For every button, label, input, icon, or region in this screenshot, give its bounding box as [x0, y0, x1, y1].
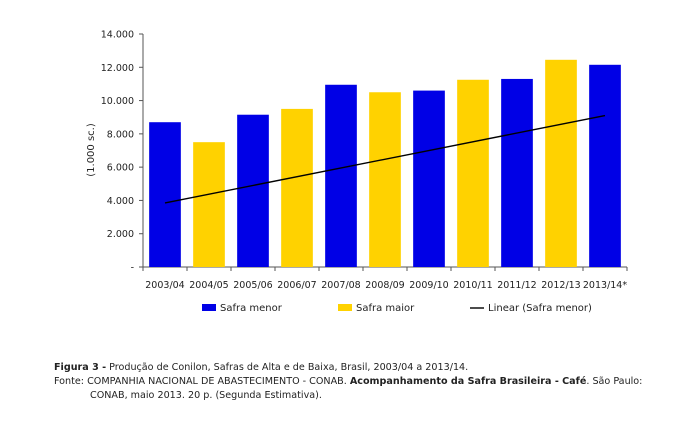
x-tick-label: 2007/08: [321, 280, 360, 291]
bars: [149, 59, 621, 268]
caption-figure-text: Produção de Conilon, Safras de Alta e de…: [106, 362, 469, 373]
x-tick-label: 2008/09: [365, 280, 404, 291]
caption-source-title: Acompanhamento da Safra Brasileira - Caf…: [349, 376, 587, 387]
caption-figure-label: Figura 3 -: [54, 362, 107, 373]
x-tick-label: 2013/14*: [583, 280, 627, 291]
trendline-group: [164, 114, 606, 204]
y-tick-label: 6.000: [107, 163, 134, 174]
chart: -2.0004.0006.0008.00010.00012.00014.000 …: [86, 30, 628, 314]
bar-safra-maior: [281, 108, 313, 268]
bar-safra-menor: [325, 84, 357, 267]
y-tick-label: 4.000: [107, 196, 134, 207]
x-axis: 2003/04 2004/05 2005/06 2006/07 2007/08 2008/…: [142, 266, 628, 291]
caption-title-line: Figura 3 - Produção de Conilon, Safras d…: [54, 361, 684, 375]
x-tick-label: 2011/12: [497, 280, 536, 291]
y-tick-label: 12.000: [101, 63, 134, 74]
bar-safra-maior: [193, 142, 225, 267]
y-tick-label: -: [131, 263, 134, 274]
bar-safra-menor: [237, 114, 269, 267]
caption-source-prefix: Fonte: COMPANHIA NACIONAL DE ABASTECIMEN…: [54, 376, 350, 387]
bar-safra-maior: [457, 79, 489, 268]
caption-source-line-2: CONAB, maio 2013. 20 p. (Segunda Estimat…: [90, 390, 322, 401]
y-tick-label: 14.000: [101, 30, 134, 41]
legend-label-safra-maior: Safra maior: [356, 303, 415, 314]
bar-safra-maior: [369, 92, 401, 267]
bar-safra-menor: [501, 78, 533, 267]
caption-source-suffix: . São Paulo:: [586, 376, 643, 387]
legend-swatch-safra-maior: [338, 304, 352, 311]
bar-safra-menor: [149, 122, 181, 267]
trendline: [164, 114, 606, 204]
bar-safra-menor: [589, 64, 621, 268]
figure-caption: Figura 3 - Produção de Conilon, Safras d…: [54, 361, 684, 403]
legend: Safra menor Safra maior Linear (Safra me…: [202, 303, 592, 314]
x-tick-label: 2004/05: [189, 280, 228, 291]
x-tick-label: 2010/11: [453, 280, 492, 291]
x-tick-label: 2003/04: [145, 280, 184, 291]
legend-swatch-safra-menor: [202, 304, 216, 311]
x-tick-label: 2012/13: [541, 280, 580, 291]
x-tick-label: 2009/10: [409, 280, 448, 291]
y-axis-label: (1.000 sc.): [86, 123, 97, 177]
legend-label-trendline: Linear (Safra menor): [488, 303, 592, 314]
caption-source-line: Fonte: COMPANHIA NACIONAL DE ABASTECIMEN…: [54, 375, 684, 389]
x-tick-label: 2006/07: [277, 280, 316, 291]
bar-safra-menor: [413, 90, 445, 267]
legend-label-safra-menor: Safra menor: [220, 303, 283, 314]
y-tick-label: 8.000: [107, 129, 134, 140]
y-tick-label: 10.000: [101, 96, 134, 107]
bar-safra-maior: [545, 59, 577, 267]
y-tick-label: 2.000: [107, 229, 134, 240]
y-axis: - 2.000 4.000 6.000 8.000 10.000 12.000 14.000: [101, 30, 144, 274]
x-tick-label: 2005/06: [233, 280, 272, 291]
